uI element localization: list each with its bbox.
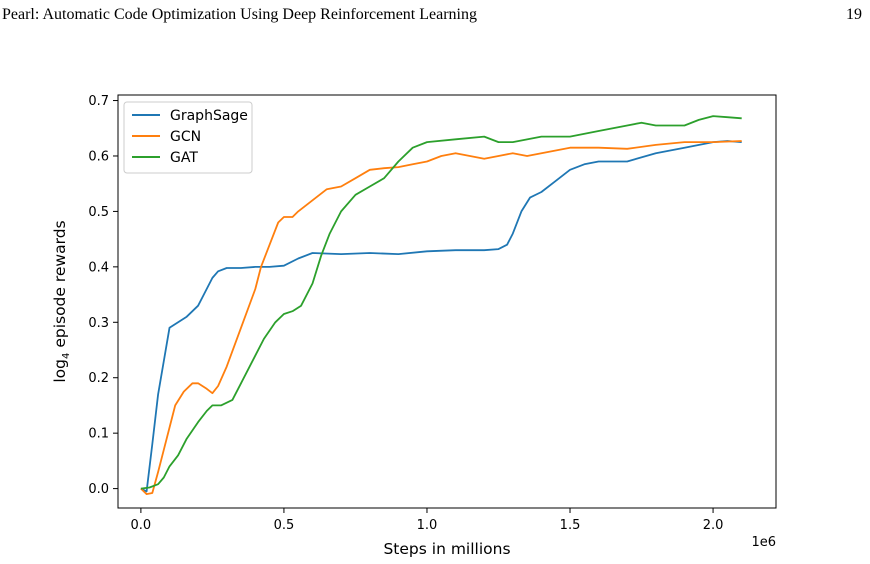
x-tick-label: 1.0: [417, 518, 438, 533]
legend: GraphSage GCN GAT: [123, 101, 253, 174]
y-tick-label: 0.0: [88, 482, 109, 497]
x-tick-label: 0.5: [274, 518, 295, 533]
y-axis-label-suffix: episode rewards: [51, 220, 69, 352]
series-line-graphsage: [140, 140, 742, 493]
series-layer: [140, 115, 742, 496]
y-axis-label: log4 episode rewards: [51, 220, 72, 382]
page-number: 19: [846, 6, 862, 23]
legend-box: [123, 101, 253, 174]
y-axis: 0.0 0.1 0.2 0.3 0.4 0.5 0.6 0.7: [88, 94, 118, 497]
y-axis-label-prefix: log: [51, 359, 69, 383]
x-tick-label: 0.0: [131, 518, 152, 533]
y-axis-label-subscript: 4: [61, 353, 72, 359]
y-tick-label: 0.5: [88, 205, 109, 220]
y-tick-label: 0.1: [88, 427, 109, 442]
series-line-gcn: [140, 140, 742, 496]
x-tick-label: 1.5: [560, 518, 581, 533]
y-tick-label: 0.6: [88, 149, 109, 164]
x-axis: 0.0 0.5 1.0 1.5 2.0: [131, 508, 724, 533]
y-tick-label: 0.3: [88, 316, 109, 331]
series-line-gat: [140, 115, 742, 490]
running-head: Pearl: Automatic Code Optimization Using…: [0, 6, 870, 30]
legend-label-gcn: GCN: [170, 129, 201, 145]
running-head-title: Pearl: Automatic Code Optimization Using…: [2, 6, 477, 23]
y-tick-label: 0.4: [88, 260, 109, 275]
plot-frame: [117, 94, 777, 509]
x-axis-label: Steps in millions: [383, 540, 510, 558]
y-tick-label: 0.7: [88, 94, 109, 109]
y-tick-label: 0.2: [88, 371, 109, 386]
legend-label-gat: GAT: [170, 150, 198, 166]
x-axis-offset-label: 1e6: [751, 535, 776, 550]
legend-label-graphsage: GraphSage: [170, 108, 248, 124]
x-tick-label: 2.0: [703, 518, 724, 533]
